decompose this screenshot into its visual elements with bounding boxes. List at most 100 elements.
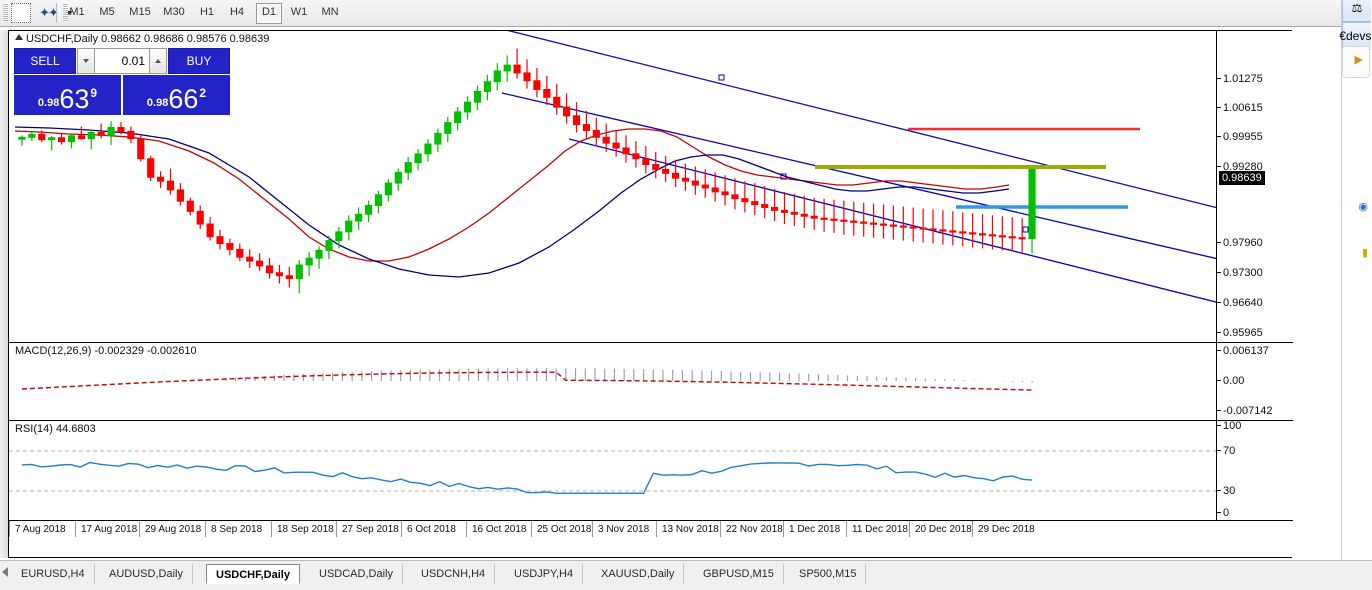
tab-usdjpy-h4[interactable]: USDJPY,H4 xyxy=(505,564,584,584)
one-click-trading-panel[interactable]: SELL 0.01 BUY 0.98 63 9 0.98 66 2 xyxy=(14,48,230,116)
price-tick: 0.95965 xyxy=(1217,327,1263,339)
toolbar-grip[interactable] xyxy=(2,3,8,22)
price-tick: 0.97300 xyxy=(1217,267,1263,279)
timeframe-m30[interactable]: M30 xyxy=(163,6,185,18)
time-axis-label: 27 Sep 2018 xyxy=(342,524,399,535)
tab-eurusd-h4[interactable]: EURUSD,H4 xyxy=(12,564,95,584)
macd-plot[interactable] xyxy=(9,343,1217,420)
price-scale[interactable]: 1.01275 1.00615 0.99955 0.99280 0.97960 … xyxy=(1216,31,1293,365)
rsi-tick: 0 xyxy=(1217,507,1229,519)
time-axis-tick xyxy=(271,521,272,537)
price-tick: 0.99280 xyxy=(1217,161,1263,173)
time-axis-label: 7 Aug 2018 xyxy=(15,524,66,535)
buy-price-point: 2 xyxy=(199,86,207,100)
tab-audusd-daily[interactable]: AUDUSD,Daily xyxy=(100,564,193,584)
time-axis-tick xyxy=(139,521,140,537)
time-axis-tick xyxy=(846,521,847,537)
timeframe-w1[interactable]: W1 xyxy=(290,6,308,18)
rsi-pane[interactable]: RSI(14) 44.6803 100 70 30 0 xyxy=(9,420,1293,521)
timeframe-h4[interactable]: H4 xyxy=(229,6,245,18)
market-watch-icon[interactable]: ⚖ xyxy=(1342,0,1371,22)
time-axis-tick xyxy=(531,521,532,537)
time-axis-label: 29 Dec 2018 xyxy=(978,524,1035,535)
volume-decrease-icon[interactable] xyxy=(77,48,95,74)
macd-tick: -0.007142 xyxy=(1217,405,1273,417)
time-axis-label: 11 Dec 2018 xyxy=(852,524,908,535)
tab-usdchf-daily[interactable]: USDCHF,Daily xyxy=(206,564,300,584)
macd-scale[interactable]: 0.006137 0.00 -0.007142 xyxy=(1216,343,1293,420)
tab-scroll-left-icon[interactable] xyxy=(2,567,8,577)
time-axis-tick xyxy=(75,521,76,537)
timeframe-m15[interactable]: M15 xyxy=(129,6,151,18)
price-tick: 0.97960 xyxy=(1217,237,1263,249)
macd-label: MACD(12,26,9) -0.002329 -0.002610 xyxy=(15,345,197,357)
price-tick: 1.00615 xyxy=(1217,102,1263,114)
main-toolbar: ✦✦ M1 M5 M15 M30 H1 H4 D1 W1 MN xyxy=(0,0,1372,27)
chevron-down-icon[interactable] xyxy=(62,2,76,23)
tab-usdcad-daily[interactable]: USDCAD,Daily xyxy=(310,564,403,584)
chart-tab-bar: EURUSD,H4 AUDUSD,Daily USDCHF,Daily USDC… xyxy=(0,560,1372,590)
sell-price-display[interactable]: 0.98 63 9 xyxy=(14,75,121,115)
globe-icon[interactable]: ◉ xyxy=(1358,201,1368,213)
macd-tick: 0.006137 xyxy=(1217,345,1269,357)
time-axis[interactable]: 7 Aug 2018 17 Aug 2018 29 Aug 2018 8 Sep 20… xyxy=(9,521,1293,557)
template-icon[interactable] xyxy=(10,2,32,23)
time-axis-tick xyxy=(401,521,402,537)
rsi-label: RSI(14) 44.6803 xyxy=(15,423,96,435)
timeframe-mn[interactable]: MN xyxy=(321,6,339,18)
note-icon[interactable]: ▮ xyxy=(1361,247,1368,259)
time-axis-tick xyxy=(592,521,593,537)
time-axis-tick xyxy=(205,521,206,537)
buy-price-prefix: 0.98 xyxy=(146,97,169,109)
rsi-tick: 100 xyxy=(1217,420,1241,432)
time-axis-label: 13 Nov 2018 xyxy=(662,524,719,535)
volume-increase-icon[interactable] xyxy=(149,48,167,74)
timeframe-m1[interactable]: M1 xyxy=(69,6,85,18)
time-axis-tick xyxy=(336,521,337,537)
time-axis-label: 6 Oct 2018 xyxy=(407,524,456,535)
time-axis-tick xyxy=(656,521,657,537)
chart-header-text: USDCHF,Daily 0.98662 0.98686 0.98576 0.9… xyxy=(26,33,270,45)
price-plot[interactable] xyxy=(9,31,1217,342)
tab-usdcnh-h4[interactable]: USDCNH,H4 xyxy=(412,564,496,584)
time-axis-label: 20 Dec 2018 xyxy=(915,524,972,535)
tab-gbpusd-m15[interactable]: GBPUSD,M15 xyxy=(694,564,784,584)
tab-xauusd-daily[interactable]: XAUUSD,Daily xyxy=(592,564,685,584)
time-axis-tick xyxy=(972,521,973,537)
time-axis-label: 17 Aug 2018 xyxy=(81,524,138,535)
rsi-scale[interactable]: 100 70 30 0 xyxy=(1216,420,1293,520)
time-axis-label: 3 Nov 2018 xyxy=(598,524,650,535)
sell-button[interactable]: SELL xyxy=(14,48,76,74)
sell-price-point: 9 xyxy=(90,86,98,100)
time-axis-label: 29 Aug 2018 xyxy=(145,524,202,535)
tab-sp500-m15[interactable]: SP500,M15 xyxy=(790,564,867,584)
price-tick: 0.96640 xyxy=(1217,297,1263,309)
time-axis-tick xyxy=(909,521,910,537)
time-axis-label: 16 Oct 2018 xyxy=(472,524,527,535)
macd-tick: 0.00 xyxy=(1217,375,1244,387)
right-dock-panel: ⚖ €devs; ▶ ◉ ▮ xyxy=(1339,0,1372,560)
macd-pane[interactable]: MACD(12,26,9) -0.002329 -0.002610 0.0061… xyxy=(9,343,1293,421)
bookmark-icon[interactable]: ▶ xyxy=(1342,46,1370,78)
sell-price-prefix: 0.98 xyxy=(37,97,60,109)
sell-price-main: 63 xyxy=(59,84,90,114)
timeframe-d1[interactable]: D1 xyxy=(256,3,282,24)
timeframe-m5[interactable]: M5 xyxy=(99,6,115,18)
timeframe-h1[interactable]: H1 xyxy=(199,6,215,18)
time-axis-label: 25 Oct 2018 xyxy=(537,524,592,535)
chart-header: USDCHF,Daily 0.98662 0.98686 0.98576 0.9… xyxy=(15,33,269,45)
buy-price-display[interactable]: 0.98 66 2 xyxy=(123,75,230,115)
time-axis-tick xyxy=(783,521,784,537)
volume-input[interactable]: 0.01 xyxy=(95,48,149,74)
volume-stepper[interactable]: 0.01 xyxy=(77,48,167,74)
rsi-tick: 70 xyxy=(1217,445,1235,457)
current-price-badge: 0.98639 xyxy=(1219,171,1265,185)
time-axis-tick xyxy=(9,521,10,537)
rsi-plot[interactable] xyxy=(9,421,1217,520)
price-tick: 1.01275 xyxy=(1217,73,1263,85)
buy-price-main: 66 xyxy=(168,84,199,114)
time-axis-tick xyxy=(720,521,721,537)
buy-button[interactable]: BUY xyxy=(168,48,230,74)
time-axis-label: 18 Sep 2018 xyxy=(277,524,334,535)
indicators-icon[interactable]: ✦✦ xyxy=(39,4,59,20)
